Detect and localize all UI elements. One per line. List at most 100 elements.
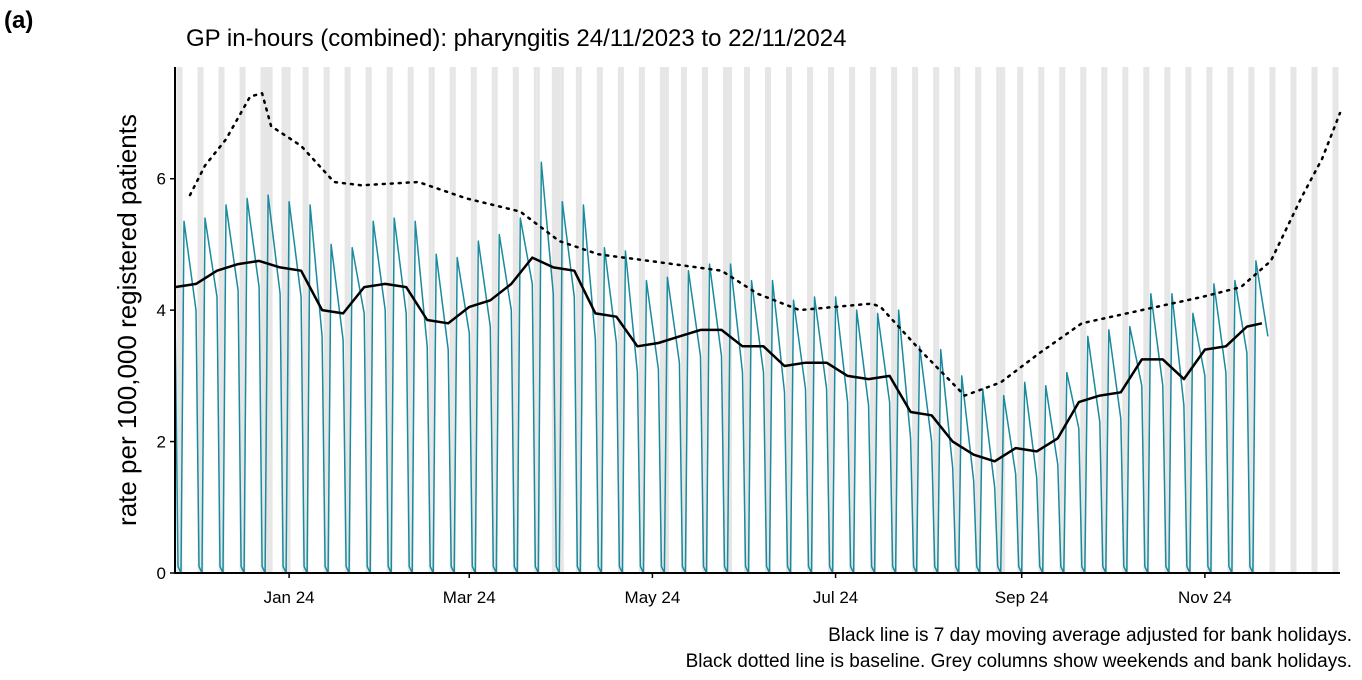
shaded-day [407, 67, 411, 573]
shaded-day [389, 67, 393, 573]
shaded-day [287, 67, 291, 573]
shaded-day [915, 67, 919, 573]
shaded-day [1227, 67, 1231, 573]
shaded-day [1290, 67, 1294, 573]
shaded-day [1041, 67, 1045, 573]
shaded-day [1272, 67, 1276, 573]
shaded-day [807, 67, 811, 573]
shaded-day [239, 67, 243, 573]
shaded-day [701, 67, 705, 573]
shaded-day [281, 67, 285, 573]
shaded-day [326, 67, 330, 573]
shaded-day [849, 67, 853, 573]
shaded-day [1188, 67, 1192, 573]
shaded-day [323, 67, 327, 573]
shaded-day [473, 67, 477, 573]
x-tick-label: May 24 [625, 588, 681, 607]
shaded-day [1206, 67, 1210, 573]
shaded-day [263, 67, 267, 573]
y-tick-label: 0 [157, 564, 166, 583]
shaded-day [176, 67, 180, 573]
shaded-day [365, 67, 369, 573]
shaded-day [536, 67, 540, 573]
shaded-day [197, 67, 201, 573]
shaded-day [1146, 67, 1150, 573]
shaded-day [894, 67, 898, 573]
shaded-day [933, 67, 937, 573]
shaded-day [1125, 67, 1129, 573]
shaded-day [305, 67, 309, 573]
shaded-day [344, 67, 348, 573]
shaded-day [1251, 67, 1255, 573]
shaded-day [873, 67, 877, 573]
shaded-day [1017, 67, 1021, 573]
shaded-day [1020, 67, 1024, 573]
shaded-day [266, 67, 270, 573]
series-line [174, 161, 1269, 574]
shaded-day [1230, 67, 1234, 573]
x-tick-label: Jul 24 [813, 588, 858, 607]
shaded-day [1104, 67, 1108, 573]
shaded-day [1314, 67, 1318, 573]
shaded-day [810, 67, 814, 573]
shaded-day [852, 67, 856, 573]
shaded-day [1164, 67, 1168, 573]
shaded-day [1143, 67, 1147, 573]
shaded-day [1062, 67, 1066, 573]
shaded-day [242, 67, 246, 573]
shaded-day [386, 67, 390, 573]
shaded-day [302, 67, 306, 573]
shaded-day [680, 67, 684, 573]
shaded-day [179, 67, 183, 573]
series-line [174, 256, 1263, 463]
shaded-day [704, 67, 708, 573]
shaded-day [1332, 67, 1336, 573]
shaded-day [599, 67, 603, 573]
shaded-day [284, 67, 288, 573]
shaded-day [1122, 67, 1126, 573]
shaded-day [999, 67, 1003, 573]
shaded-day [659, 67, 663, 573]
note: Black dotted line is baseline. Grey colu… [686, 651, 1352, 672]
shaded-day [1185, 67, 1189, 573]
shaded-day [743, 67, 747, 573]
shaded-day [975, 67, 979, 573]
shaded-day [996, 67, 1000, 573]
shaded-day [260, 67, 264, 573]
shaded-day [662, 67, 666, 573]
shaded-day [533, 67, 537, 573]
shaded-day [578, 67, 582, 573]
x-tick-label: Nov 24 [1178, 588, 1232, 607]
shaded-day [410, 67, 414, 573]
shaded-day [683, 67, 687, 573]
x-tick-label: Mar 24 [443, 588, 496, 607]
shaded-day [221, 67, 225, 573]
shaded-day [596, 67, 600, 573]
shaded-day [1209, 67, 1213, 573]
y-tick-label: 4 [157, 301, 166, 320]
y-tick-label: 2 [157, 433, 166, 452]
shaded-day [560, 67, 564, 573]
shaded-day [746, 67, 750, 573]
shaded-day [1311, 67, 1315, 573]
shaded-day [641, 67, 645, 573]
shaded-day [1080, 67, 1084, 573]
shaded-day [870, 67, 874, 573]
shaded-day [912, 67, 916, 573]
shaded-day [470, 67, 474, 573]
shaded-day [1038, 67, 1042, 573]
shaded-day [789, 67, 793, 573]
y-tick-label: 6 [157, 170, 166, 189]
shaded-day [200, 67, 204, 573]
y-axis-label: rate per 100,000 registered patients [112, 114, 142, 526]
shaded-day [786, 67, 790, 573]
shaded-day [554, 67, 558, 573]
shaded-day [1002, 67, 1006, 573]
note: Black line is 7 day moving average adjus… [828, 625, 1352, 646]
shaded-day [765, 67, 769, 573]
series-line [188, 92, 1342, 397]
shaded-day [512, 67, 516, 573]
shaded-day [620, 67, 624, 573]
shaded-day [768, 67, 772, 573]
